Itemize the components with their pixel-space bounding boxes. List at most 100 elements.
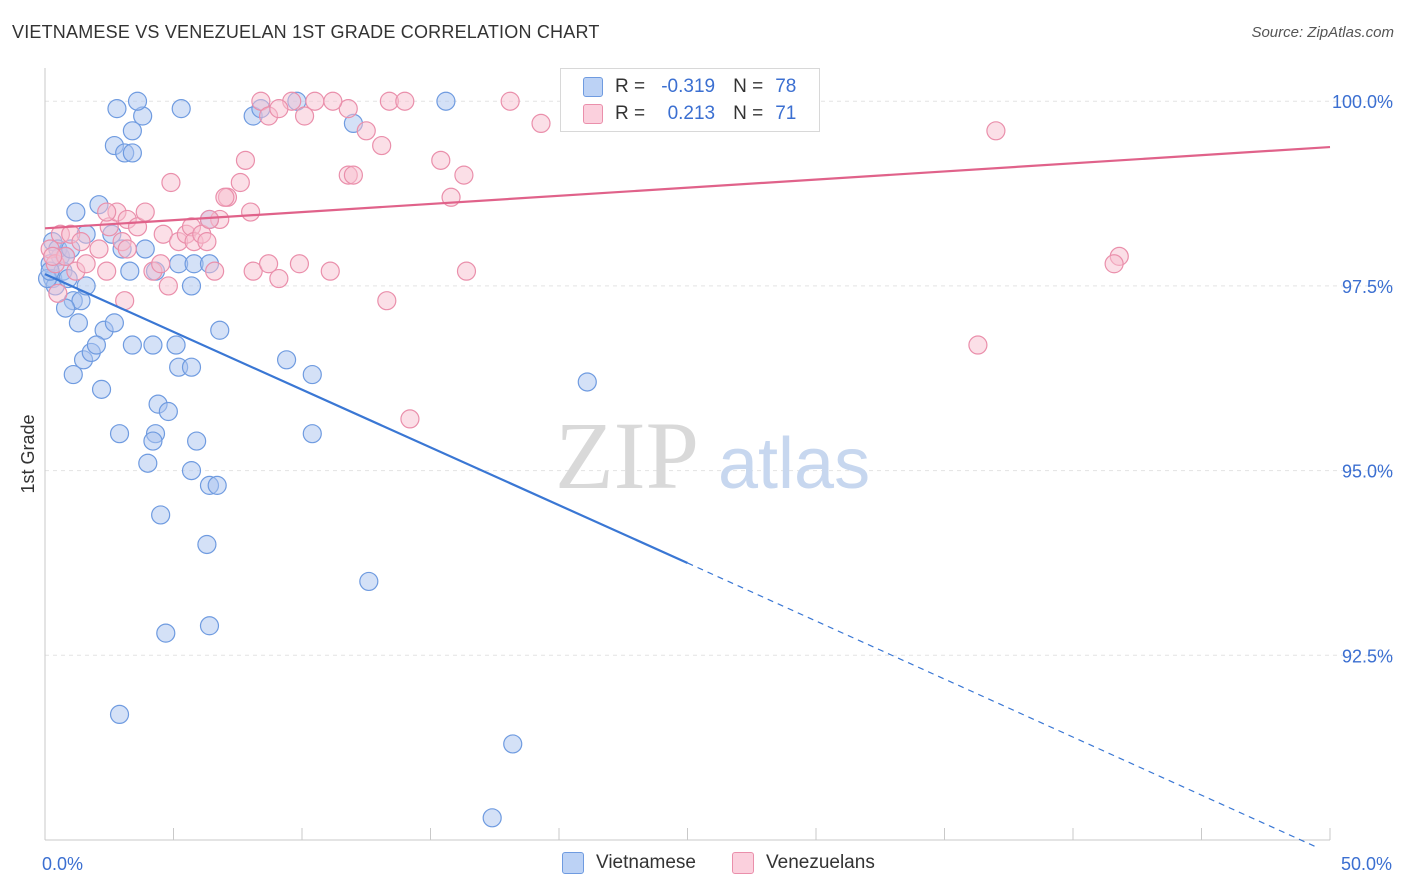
y-tick-label: 100.0% xyxy=(1332,92,1393,112)
point-venezuelan xyxy=(151,254,171,274)
trend-layer xyxy=(44,145,1331,848)
watermark-atlas: atlas xyxy=(718,424,870,504)
point-venezuelan xyxy=(199,209,220,230)
legend-r-value-vietnamese: -0.319 xyxy=(661,76,716,97)
point-vietnamese xyxy=(143,431,163,451)
point-venezuelan xyxy=(258,254,279,274)
point-venezuelan xyxy=(269,99,289,119)
point-vietnamese xyxy=(207,475,227,495)
point-vietnamese xyxy=(302,364,322,385)
point-venezuelan xyxy=(456,261,477,281)
series-label-vietnamese: Vietnamese xyxy=(596,852,696,873)
point-venezuelan xyxy=(135,202,155,222)
point-venezuelan xyxy=(323,91,343,111)
legend-n-value-vietnamese: 78 xyxy=(775,76,797,97)
legend-n-label: N = xyxy=(733,103,764,124)
point-venezuelan xyxy=(241,202,261,222)
point-vietnamese xyxy=(104,313,124,333)
point-venezuelan xyxy=(454,165,474,185)
point-vietnamese xyxy=(86,335,107,355)
source-label: Source: ZipAtlas.com xyxy=(1251,24,1394,41)
point-vietnamese xyxy=(276,350,297,370)
point-venezuelan xyxy=(968,335,988,355)
point-venezuelan xyxy=(338,99,358,119)
y-tick-label: 95.0% xyxy=(1342,462,1393,482)
point-venezuelan xyxy=(197,232,217,252)
point-vietnamese xyxy=(91,379,112,399)
point-vietnamese xyxy=(127,91,148,111)
series-legend-vietnamese: Vietnamese xyxy=(562,852,696,874)
point-venezuelan xyxy=(320,261,340,281)
point-venezuelan xyxy=(161,172,181,193)
x-tick-label: 50.0% xyxy=(1341,854,1392,874)
series-legend-venezuelans: Venezuelans xyxy=(732,852,875,874)
point-venezuelan xyxy=(305,91,325,111)
axes-layer xyxy=(44,68,1331,841)
point-venezuelan xyxy=(1104,254,1124,274)
series-label-venezuelans: Venezuelans xyxy=(766,852,875,873)
point-venezuelan xyxy=(97,202,117,222)
point-vietnamese xyxy=(122,143,142,163)
point-vietnamese xyxy=(107,99,127,119)
legend-row-vietnamese: R = -0.319 N = 78 xyxy=(583,74,796,100)
point-venezuelan xyxy=(243,261,263,281)
point-vietnamese xyxy=(171,99,191,119)
legend-n-label: N = xyxy=(733,76,764,97)
trendline-venezuelan xyxy=(44,145,1331,230)
point-venezuelan xyxy=(294,106,315,126)
point-vietnamese xyxy=(68,313,89,333)
points-layer xyxy=(37,91,1129,828)
point-venezuelan xyxy=(395,91,415,111)
point-vietnamese xyxy=(158,401,178,422)
chart-title: VIETNAMESE VS VENEZUELAN 1ST GRADE CORRE… xyxy=(12,22,600,42)
legend-n-value-venezuelans: 71 xyxy=(775,103,797,124)
point-vietnamese xyxy=(197,534,217,555)
point-vietnamese xyxy=(120,261,140,281)
point-venezuelan xyxy=(269,268,289,289)
y-tick-label: 97.5% xyxy=(1342,277,1393,297)
point-venezuelan xyxy=(372,135,392,156)
point-venezuelan xyxy=(431,150,451,170)
point-venezuelan xyxy=(215,187,235,207)
point-vietnamese xyxy=(187,431,207,451)
point-vietnamese xyxy=(359,571,379,592)
point-vietnamese xyxy=(210,320,230,340)
point-venezuelan xyxy=(986,121,1006,141)
point-venezuelan xyxy=(117,239,137,259)
point-vietnamese xyxy=(302,424,322,444)
point-venezuelan xyxy=(89,239,109,259)
legend-row-venezuelans: R = 0.213 N = 71 xyxy=(583,101,796,127)
point-venezuelan xyxy=(230,172,250,193)
point-vietnamese xyxy=(156,623,176,643)
point-venezuelan xyxy=(43,246,63,266)
y-axis-title: 1st Grade xyxy=(18,414,38,493)
labels-layer: 100.0% 97.5% 95.0% 92.5% 0.0% 50.0% 1st Grade xyxy=(18,92,1393,874)
point-venezuelan xyxy=(158,276,178,296)
point-vietnamese xyxy=(482,808,502,828)
point-vietnamese xyxy=(109,704,130,725)
legend-swatch-vietnamese xyxy=(583,77,603,97)
point-vietnamese xyxy=(122,121,142,141)
point-vietnamese xyxy=(166,335,186,355)
point-vietnamese xyxy=(577,372,597,392)
point-venezuelan xyxy=(235,150,256,170)
trendline-vietnamese-extension xyxy=(687,562,1318,848)
point-vietnamese xyxy=(436,91,456,111)
watermark-zip: ZIP xyxy=(555,402,699,509)
legend-r-label: R = xyxy=(615,76,646,97)
point-venezuelan xyxy=(205,261,225,281)
point-venezuelan xyxy=(500,91,520,111)
point-vietnamese xyxy=(135,239,155,259)
series-swatch-venezuelans xyxy=(732,852,754,874)
point-venezuelan xyxy=(76,254,96,274)
correlation-legend: R = -0.319 N = 78 R = 0.213 N = 71 xyxy=(560,68,820,132)
point-vietnamese xyxy=(181,276,202,296)
point-vietnamese xyxy=(122,335,142,355)
point-vietnamese xyxy=(55,298,76,318)
point-venezuelan xyxy=(377,291,397,311)
point-venezuelan xyxy=(343,165,363,185)
point-vietnamese xyxy=(181,461,202,481)
legend-r-value-venezuelans: 0.213 xyxy=(667,103,716,124)
point-vietnamese xyxy=(503,734,523,754)
